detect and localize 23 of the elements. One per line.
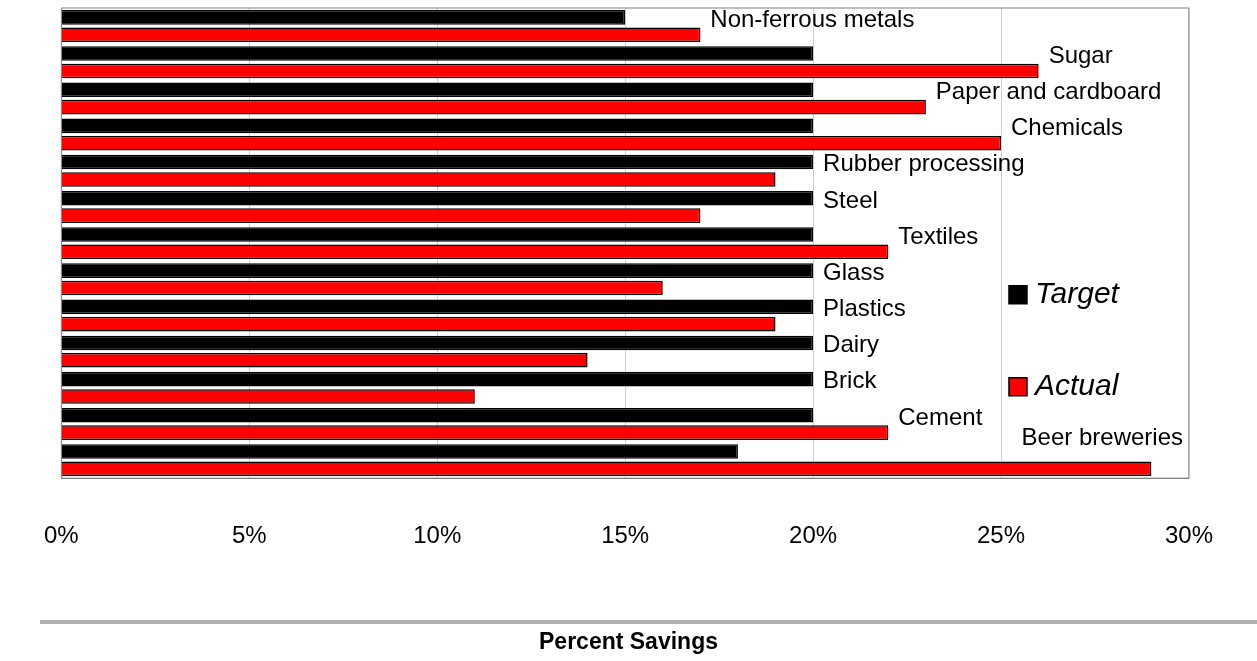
y-tick-label: Paper and cardboard — [935, 77, 1162, 105]
x-tick-label: 5% — [231, 521, 267, 549]
y-tick-label: Dairy — [823, 330, 880, 358]
x-tick-label: 0% — [44, 521, 79, 549]
y-tick-label: Rubber processing — [823, 149, 1025, 177]
x-tick-label: 15% — [601, 521, 650, 549]
x-tick-label: 10% — [413, 521, 462, 549]
x-tick-label: 30% — [1164, 521, 1214, 549]
legend-label: Actual — [1032, 368, 1120, 402]
legend-label: Target — [1034, 276, 1121, 310]
y-tick-label: Glass — [823, 257, 885, 285]
x-axis-title: Percent Savings — [538, 628, 719, 655]
y-tick-label: Sugar — [1048, 40, 1113, 68]
y-tick-label: Chemicals — [1011, 113, 1124, 141]
y-tick-label: Beer breweries — [1021, 422, 1183, 450]
y-tick-label: Steel — [823, 185, 878, 213]
y-tick-label: Textiles — [898, 221, 979, 249]
y-tick-label: Plastics — [823, 294, 906, 322]
x-tick-label: 20% — [789, 521, 838, 549]
y-tick-label: Brick — [823, 366, 878, 394]
x-tick-label: 25% — [977, 521, 1026, 549]
y-tick-label: Cement — [898, 402, 983, 430]
y-tick-label: Non-ferrous metals — [710, 4, 915, 32]
